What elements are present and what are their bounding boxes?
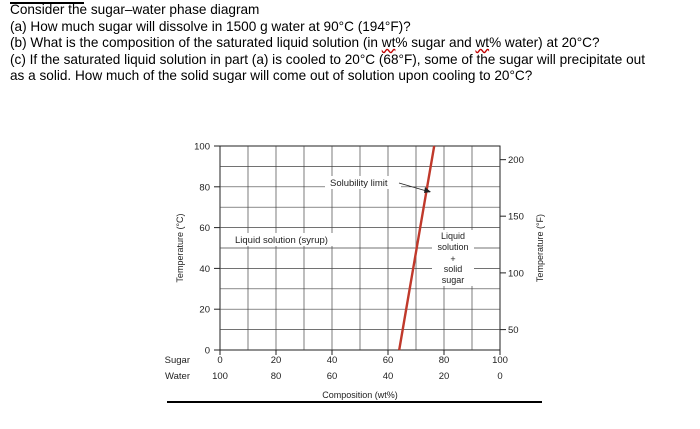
x-tick-label-water: 60 (327, 371, 338, 382)
x-row-label-water: Water (165, 371, 190, 382)
y-axis-label-right: Temperature (°F) (535, 214, 545, 282)
x-tick-label-water: 40 (383, 371, 394, 382)
solubility-limit-label: Solubility limit (330, 178, 388, 189)
spellcheck-word: wt (381, 35, 396, 51)
y-tick-label-fahrenheit: 100 (508, 268, 524, 279)
y-tick-label-fahrenheit: 200 (508, 155, 524, 166)
x-axis-label: Composition (wt%) (322, 390, 398, 400)
solubility-limit-curve (398, 145, 436, 351)
question-part-c-line2: as a solid. How much of the solid sugar … (10, 68, 533, 84)
x-tick-label-sugar: 80 (439, 355, 450, 366)
y-tick-label-celsius: 0 (205, 346, 210, 357)
x-tick-label-water: 20 (439, 371, 450, 382)
y-tick-label-celsius: 40 (199, 264, 210, 275)
liquid-region-label: Liquid solution (syrup) (235, 235, 328, 246)
question-heading: Consider the sugar–water phase diagram (10, 2, 260, 17)
annotation-background (432, 230, 474, 286)
annotation-background (325, 176, 401, 189)
question-part-b: (b) What is the composition of the satur… (10, 35, 600, 51)
two-phase-region-label: sugar (442, 275, 465, 285)
x-tick-label-water: 80 (271, 371, 282, 382)
question-part-a: (a) How much sugar will dissolve in 1500… (10, 18, 411, 34)
question-part-c-line1: (c) If the saturated liquid solution in … (10, 51, 645, 67)
y-tick-label-fahrenheit: 150 (508, 212, 524, 223)
heading-rule (10, 2, 84, 4)
two-phase-region-label: solution (437, 242, 468, 252)
annotation-arrowhead (424, 187, 431, 193)
x-tick-label-water: 0 (497, 371, 502, 382)
bottom-rule (167, 401, 542, 403)
annotation-background (232, 233, 336, 246)
question-text: Consider the sugar–water phase diagram (… (10, 2, 700, 85)
y-tick-label-celsius: 80 (199, 182, 210, 193)
x-tick-label-sugar: 0 (217, 355, 222, 366)
y-tick-label-celsius: 20 (199, 305, 210, 316)
x-tick-label-sugar: 100 (492, 355, 508, 366)
x-tick-label-water: 100 (212, 371, 228, 382)
x-row-label-sugar: Sugar (165, 355, 190, 366)
x-tick-label-sugar: 40 (327, 355, 338, 366)
spellcheck-word: wt (475, 35, 490, 51)
x-tick-label-sugar: 60 (383, 355, 394, 366)
x-tick-label-sugar: 20 (271, 355, 282, 366)
y-tick-label-celsius: 100 (194, 142, 210, 153)
y-axis-label-left: Temperature (°C) (175, 213, 185, 282)
y-tick-label-fahrenheit: 50 (508, 325, 519, 336)
two-phase-region-label: solid (444, 264, 463, 274)
two-phase-region-label: + (450, 254, 455, 264)
y-tick-label-celsius: 60 (199, 223, 210, 234)
two-phase-region-label: Liquid (441, 231, 465, 241)
